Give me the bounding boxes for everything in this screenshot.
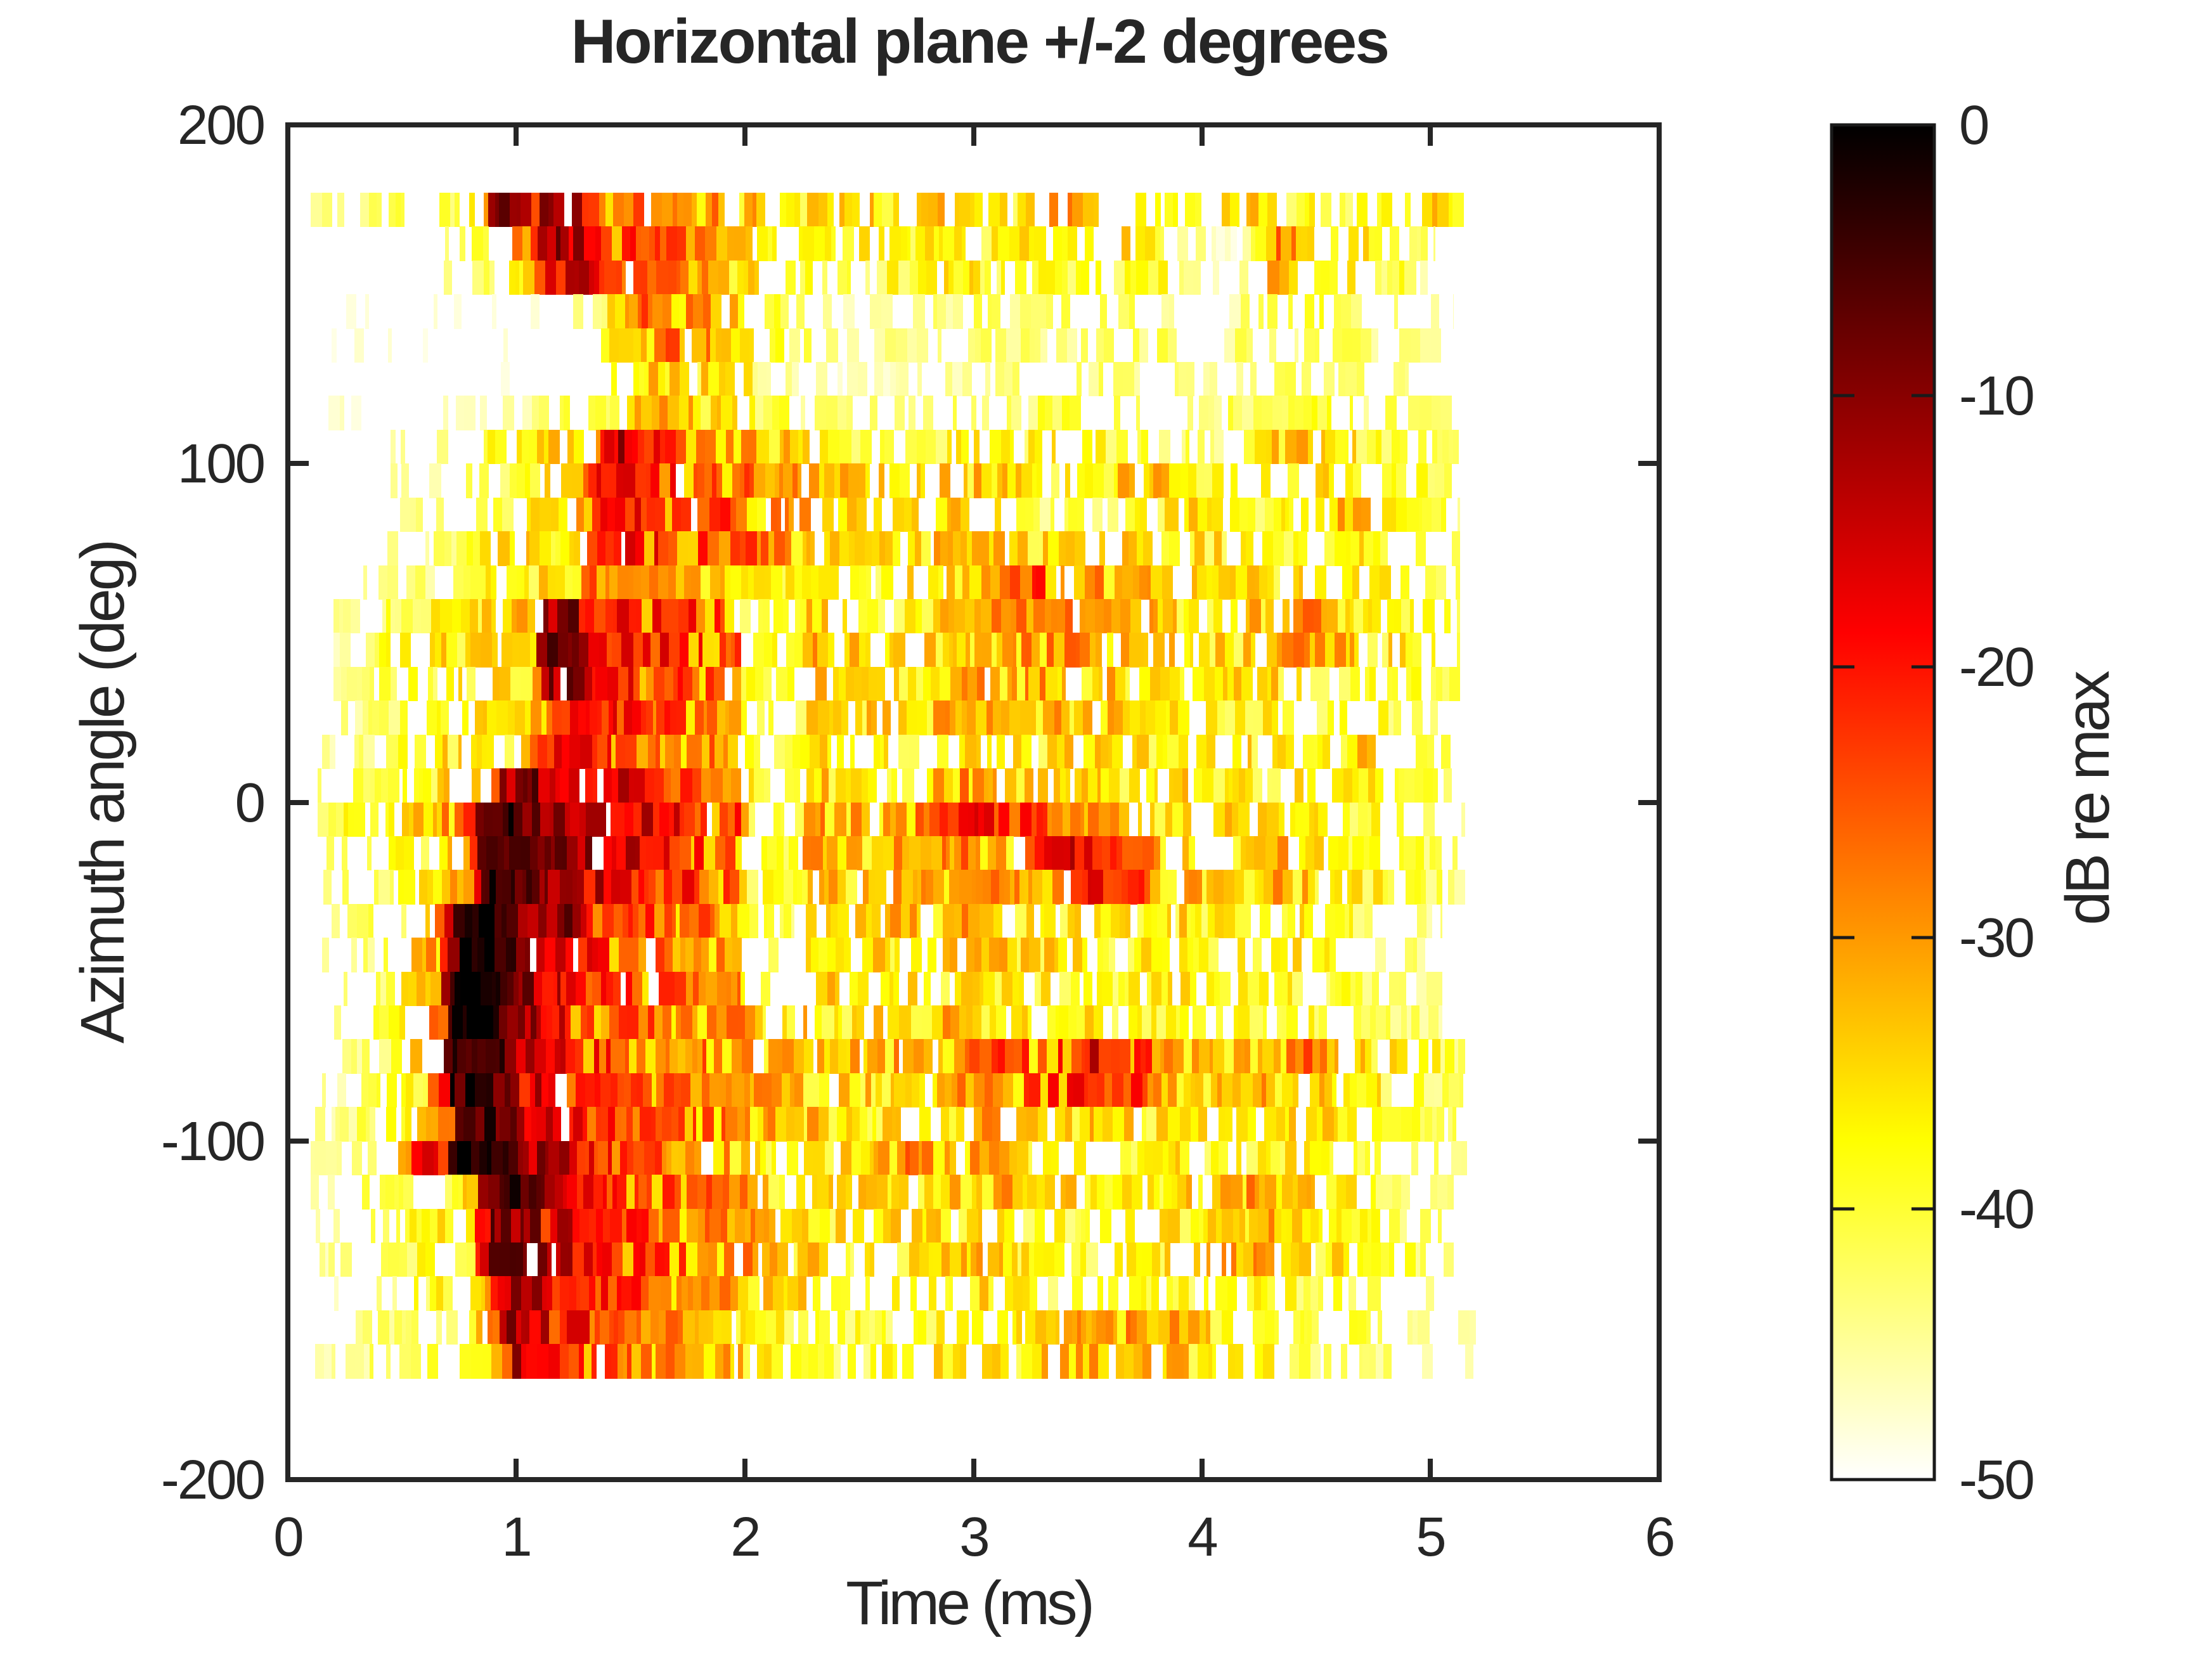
svg-text:-40: -40 bbox=[1959, 1178, 2033, 1240]
svg-text:0: 0 bbox=[1959, 94, 1988, 156]
svg-text:-200: -200 bbox=[161, 1449, 264, 1511]
svg-text:dB re max: dB re max bbox=[2053, 671, 2122, 926]
svg-text:Horizontal plane +/-2 degrees: Horizontal plane +/-2 degrees bbox=[571, 6, 1388, 76]
svg-text:100: 100 bbox=[178, 433, 264, 494]
svg-text:4: 4 bbox=[1187, 1506, 1217, 1568]
svg-text:Time (ms): Time (ms) bbox=[846, 1568, 1092, 1637]
svg-text:2: 2 bbox=[730, 1506, 759, 1568]
svg-text:3: 3 bbox=[959, 1506, 988, 1568]
svg-text:-20: -20 bbox=[1959, 636, 2033, 698]
svg-text:1: 1 bbox=[501, 1506, 530, 1568]
svg-text:200: 200 bbox=[178, 94, 264, 156]
svg-text:-10: -10 bbox=[1959, 365, 2033, 427]
svg-text:0: 0 bbox=[235, 772, 264, 834]
svg-text:-50: -50 bbox=[1959, 1449, 2033, 1511]
svg-text:6: 6 bbox=[1645, 1506, 1673, 1568]
svg-text:0: 0 bbox=[273, 1506, 302, 1568]
svg-text:-30: -30 bbox=[1959, 907, 2033, 969]
svg-text:5: 5 bbox=[1416, 1506, 1444, 1568]
svg-text:Azimuth angle (deg): Azimuth angle (deg) bbox=[68, 541, 137, 1043]
svg-text:-100: -100 bbox=[161, 1111, 264, 1172]
